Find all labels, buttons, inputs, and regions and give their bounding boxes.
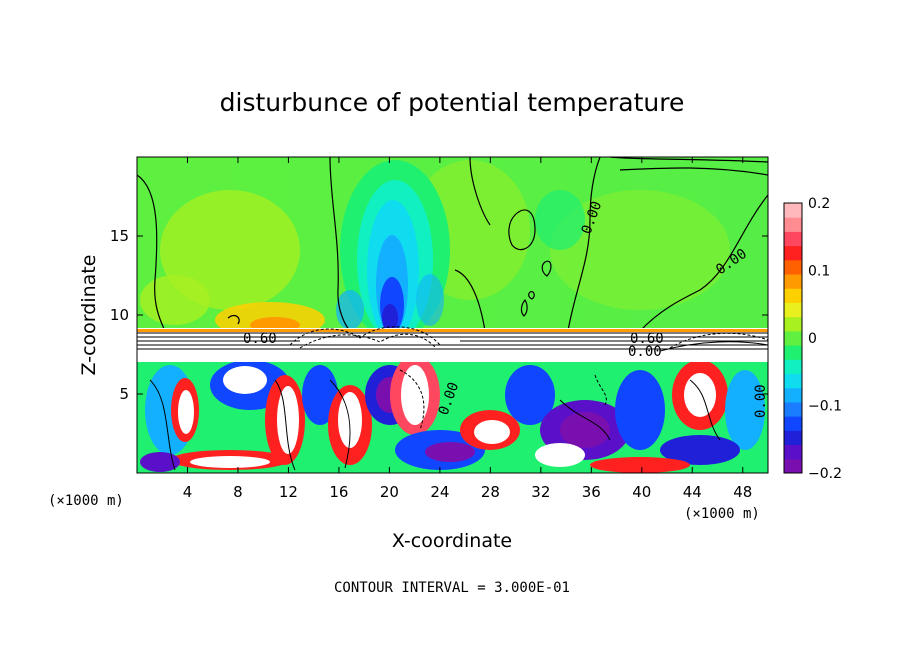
colorbar-swatch	[784, 444, 802, 460]
colorbar-swatch	[784, 458, 802, 474]
colorbar	[783, 202, 803, 474]
y-tick-label: 10	[110, 306, 129, 324]
upper-features	[140, 160, 730, 340]
x-tick-label: 44	[683, 483, 702, 501]
colorbar-swatch	[784, 302, 802, 318]
x-unit-left: (×1000 m)	[48, 493, 124, 509]
x-tick-label: 8	[233, 483, 243, 501]
colorbar-labels: 0.2 0.1 0 −0.1 −0.2	[808, 196, 842, 482]
lower-contours	[149, 369, 721, 471]
colorbar-swatch	[784, 316, 802, 332]
colorbar-swatch	[784, 288, 802, 303]
colorbar-swatch	[784, 231, 802, 247]
x-unit-right: (×1000 m)	[684, 506, 760, 522]
colorbar-frame	[783, 202, 803, 474]
x-axis-label: X-coordinate	[392, 530, 512, 552]
x-tick-label: 28	[481, 483, 500, 501]
lower-features	[137, 352, 768, 473]
x-tick-label: 36	[582, 483, 601, 501]
colorbar-swatch	[784, 359, 802, 375]
colorbar-swatch	[784, 345, 802, 360]
contour-label: 0.00	[628, 344, 662, 360]
layer-contours	[137, 326, 768, 352]
colorbar-tick-label: 0	[808, 331, 817, 347]
contour-interval-note: CONTOUR INTERVAL = 3.000E-01	[334, 580, 570, 596]
x-tick-label: 24	[430, 483, 449, 501]
colorbar-tick-label: −0.2	[808, 466, 842, 482]
colorbar-swatch	[784, 259, 802, 275]
x-axis: 4 8 12 16 20 24 28 32 36 40 44 48	[183, 157, 752, 501]
contour-label: 0.60	[630, 331, 664, 347]
colorbar-swatch	[784, 274, 802, 289]
contour-label: 0.00	[753, 384, 769, 418]
x-tick-label: 40	[632, 483, 651, 501]
colorbar-swatch	[784, 330, 802, 346]
x-tick-label: 48	[733, 483, 752, 501]
x-tick-label: 4	[183, 483, 193, 501]
colorbar-swatch	[784, 203, 802, 218]
y-tick-label: 5	[119, 385, 129, 403]
x-tick-label: 32	[531, 483, 550, 501]
colorbar-tick-label: −0.1	[808, 399, 842, 415]
y-axis: 5 10 15	[110, 227, 768, 403]
x-tick-label: 16	[329, 483, 348, 501]
y-tick-label: 15	[110, 227, 129, 245]
x-tick-label: 12	[279, 483, 298, 501]
plot-area: 0.60 0.60 0.00 0.00 0.00 0.00 0.00	[137, 157, 769, 473]
chart-title: disturbunce of potential temperature	[220, 88, 685, 117]
colorbar-swatch	[784, 217, 802, 232]
colorbar-swatch	[784, 373, 802, 389]
colorbar-tick-label: 0.2	[808, 196, 830, 212]
colorbar-swatch	[784, 387, 802, 403]
y-axis-label: Z-coordinate	[78, 255, 100, 376]
colorbar-swatch	[784, 245, 802, 261]
colorbar-swatch	[784, 401, 802, 417]
colorbar-swatch	[784, 416, 802, 431]
colorbar-tick-label: 0.1	[808, 264, 830, 280]
colorbar-swatch	[784, 430, 802, 446]
upper-contours	[137, 157, 768, 332]
contour-label: 0.60	[243, 331, 277, 347]
x-tick-label: 20	[380, 483, 399, 501]
